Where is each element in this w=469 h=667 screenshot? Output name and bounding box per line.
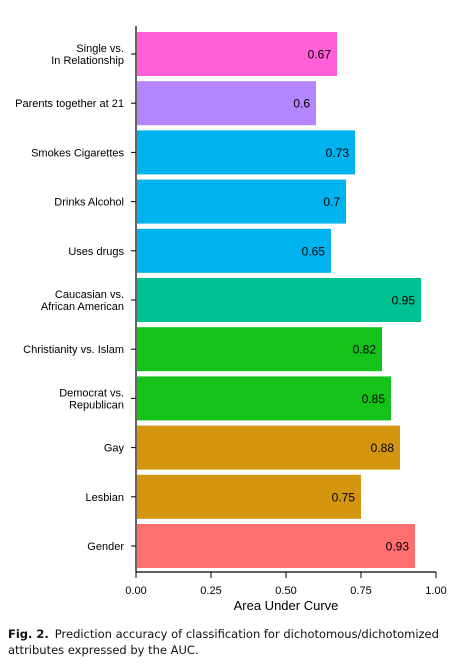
bar-value-label: 0.7 xyxy=(323,195,340,209)
x-tick-label: 0.50 xyxy=(275,585,296,597)
category-label: Caucasian vs. African American xyxy=(41,289,124,313)
bar-value-label: 0.6 xyxy=(293,97,310,111)
bar xyxy=(137,327,382,372)
bar-value-label: 0.65 xyxy=(302,244,326,258)
category-labels-group: Single vs. In Relationship Parents togethe… xyxy=(15,43,136,553)
bar xyxy=(137,32,337,76)
bar xyxy=(137,228,331,273)
category-label: Democrat vs. Republican xyxy=(59,387,124,411)
caption-text: Prediction accuracy of classification fo… xyxy=(8,627,439,657)
x-ticks-group: 0.00 0.25 0.50 0.75 1.00 xyxy=(125,572,447,597)
category-label: Christianity vs. Islam xyxy=(23,344,124,356)
bars-group xyxy=(137,32,421,568)
bar-value-label: 0.73 xyxy=(326,146,350,160)
bar xyxy=(137,130,355,175)
bar-value-label: 0.88 xyxy=(371,441,395,455)
bar-value-label: 0.75 xyxy=(332,490,356,504)
category-label: Smokes Cigarettes xyxy=(31,147,124,159)
category-label: Gay xyxy=(104,443,125,455)
bar-value-label: 0.93 xyxy=(386,540,410,554)
figure-caption: Fig. 2. Prediction accuracy of classifica… xyxy=(8,626,463,658)
bar xyxy=(137,179,346,224)
category-label: Gender xyxy=(87,541,124,553)
bar xyxy=(137,81,316,126)
bar xyxy=(137,278,421,322)
bar xyxy=(137,524,415,568)
category-label: Single vs. In Relationship xyxy=(51,43,124,67)
bar-chart: 0.670.60.730.70.650.950.820.850.880.750.… xyxy=(15,26,447,613)
x-tick-label: 0.00 xyxy=(125,585,146,597)
x-tick-label: 1.00 xyxy=(425,585,446,597)
category-label: Parents together at 21 xyxy=(15,98,124,110)
bar-value-label: 0.95 xyxy=(392,294,416,308)
category-label: Drinks Alcohol xyxy=(54,197,124,209)
x-tick-label: 0.75 xyxy=(350,585,371,597)
category-label: Uses drugs xyxy=(68,246,124,258)
bar xyxy=(137,474,361,519)
bar-value-label: 0.82 xyxy=(353,343,377,357)
bar xyxy=(137,425,400,470)
bar-value-label: 0.67 xyxy=(308,48,332,62)
bar-value-label: 0.85 xyxy=(362,392,386,406)
caption-label: Fig. 2. xyxy=(8,627,49,641)
category-label: Lesbian xyxy=(85,492,124,504)
x-axis-label: Area Under Curve xyxy=(234,598,339,613)
x-tick-label: 0.25 xyxy=(200,585,221,597)
bar xyxy=(137,376,391,421)
value-labels-group: 0.67 0.6 0.73 0.7 0.65 0.95 0.82 0.85 0.88 0.75 0.… xyxy=(293,48,415,554)
